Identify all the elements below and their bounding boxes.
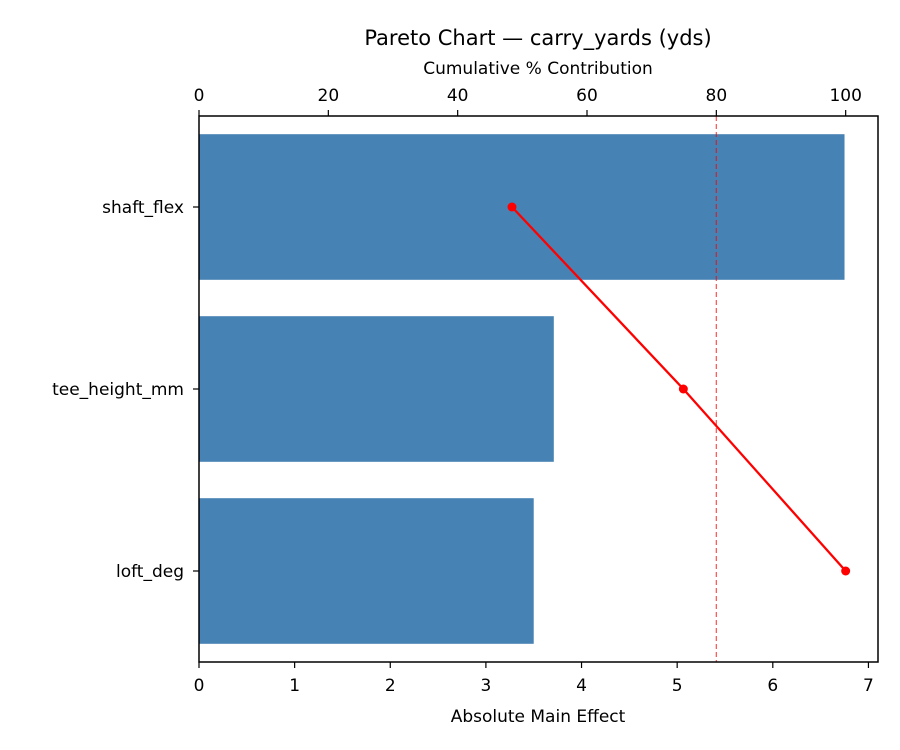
- top-x-tick-label: 100: [829, 86, 861, 106]
- x-tick-label: 6: [767, 676, 778, 696]
- top-x-tick-label: 40: [447, 86, 469, 106]
- x-tick-label: 1: [289, 676, 300, 696]
- bar-tee_height_mm: [199, 316, 554, 462]
- x-axis-label: Absolute Main Effect: [451, 707, 626, 727]
- cumulative-point-tee_height_mm: [678, 384, 688, 394]
- x-tick-label: 0: [194, 676, 205, 696]
- top-x-tick-label: 60: [576, 86, 598, 106]
- x-axis-ticks: 0 1 2 3 4 5 6 7: [194, 662, 874, 696]
- top-axis-label: Cumulative % Contribution: [423, 59, 653, 79]
- chart-title: Pareto Chart — carry_yards (yds): [364, 26, 711, 51]
- y-axis-categories: shaft_flex tee_height_mm loft_deg: [52, 198, 199, 582]
- x-tick-label: 2: [385, 676, 396, 696]
- bars: [199, 134, 845, 644]
- top-x-axis-ticks: 0 20 40 60 80 100: [194, 86, 862, 116]
- cumulative-point-shaft_flex: [507, 202, 517, 212]
- y-category-label: loft_deg: [116, 562, 184, 582]
- cumulative-point-loft_deg: [841, 566, 851, 576]
- x-tick-label: 5: [672, 676, 683, 696]
- x-tick-label: 4: [576, 676, 587, 696]
- y-category-label: shaft_flex: [102, 198, 184, 218]
- x-tick-label: 7: [863, 676, 874, 696]
- bar-shaft_flex: [199, 134, 845, 280]
- cumulative-points: [507, 202, 851, 576]
- top-x-tick-label: 0: [194, 86, 205, 106]
- top-x-tick-label: 80: [706, 86, 728, 106]
- top-x-tick-label: 20: [318, 86, 340, 106]
- y-category-label: tee_height_mm: [52, 380, 184, 400]
- bar-loft_deg: [199, 498, 534, 644]
- x-tick-label: 3: [480, 676, 491, 696]
